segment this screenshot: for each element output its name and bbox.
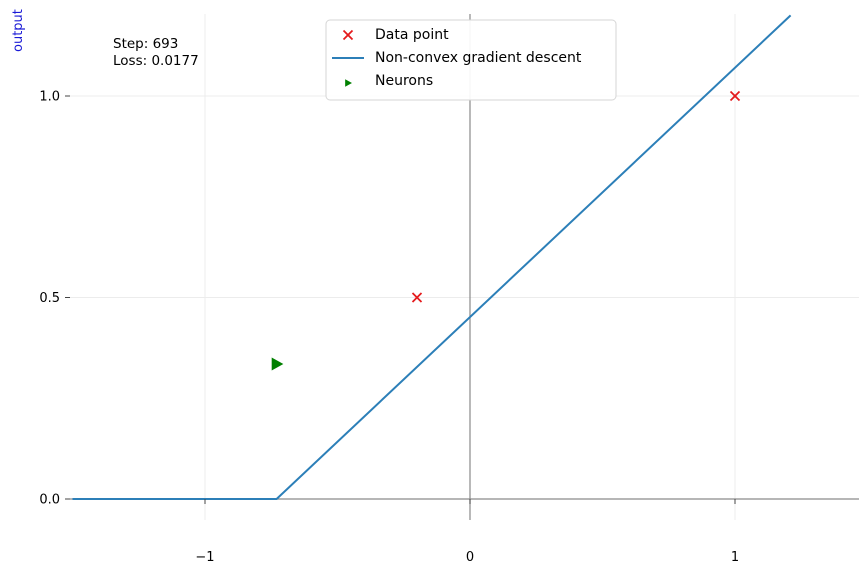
legend-triangle-marker	[345, 79, 352, 87]
legend-label: Data point	[375, 27, 449, 43]
legend-label: Non-convex gradient descent	[375, 50, 582, 66]
legend-box	[325, 19, 617, 101]
series	[72, 14, 792, 500]
x-tick-label: −1	[195, 550, 214, 565]
legend: Data point Non-convex gradient descent Neu…	[325, 19, 617, 101]
y-tick-label: 0.0	[39, 493, 60, 508]
ticks: −1 0 1 0.0 0.5 1.0	[39, 90, 739, 566]
neuron-marker	[271, 357, 284, 371]
x-tick-label: 0	[466, 550, 474, 565]
y-tick-label: 1.0	[39, 90, 60, 105]
loss-annotation: Loss: 0.0177	[113, 53, 199, 69]
y-axis-label: output	[11, 9, 26, 52]
data-point-marker	[729, 90, 741, 102]
step-annotation: Step: 693	[113, 36, 178, 52]
y-tick-label: 0.5	[39, 291, 60, 306]
x-tick-label: 1	[731, 550, 739, 565]
series-line-gradient-descent	[72, 14, 792, 500]
legend-x-marker	[342, 29, 354, 41]
data-point-marker	[411, 292, 423, 303]
legend-label: Neurons	[375, 73, 433, 89]
